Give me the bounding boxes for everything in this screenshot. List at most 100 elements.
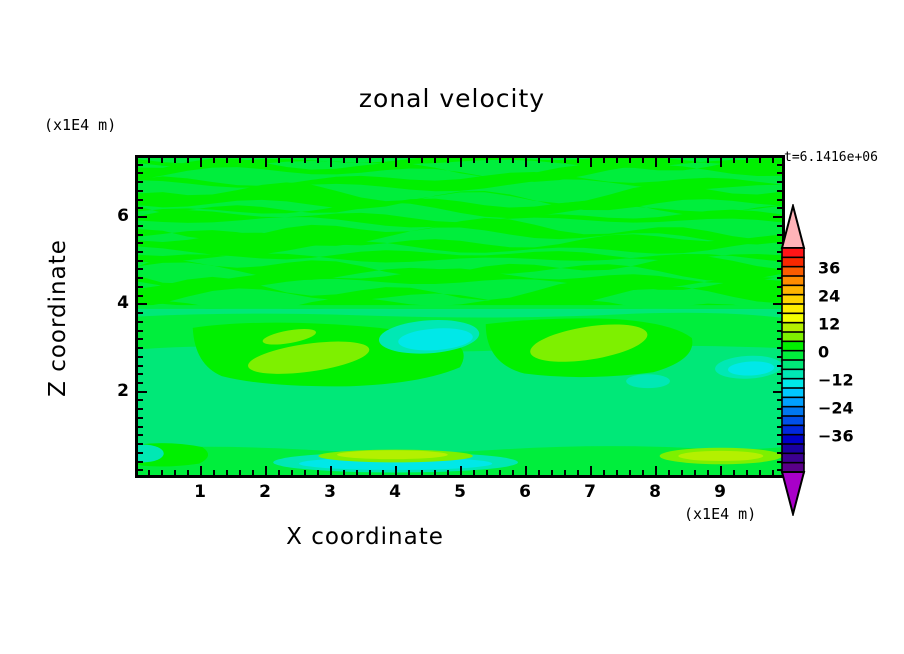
axis-tick	[138, 347, 143, 350]
colorbar-band	[781, 405, 805, 418]
axis-tick	[772, 158, 774, 163]
colorbar-band	[781, 359, 805, 371]
axis-tick	[668, 158, 670, 163]
axis-tick	[564, 158, 566, 163]
axis-tick	[777, 189, 782, 192]
axis-tick	[138, 469, 143, 472]
axis-tick	[499, 470, 501, 475]
axis-tick	[138, 233, 143, 236]
axis-tick	[138, 181, 143, 184]
axis-tick	[356, 470, 358, 475]
axis-tick	[773, 216, 782, 219]
axis-tick	[777, 268, 782, 271]
colorbar-band	[781, 284, 805, 297]
axis-tick	[486, 470, 488, 475]
axis-tick	[746, 470, 748, 475]
axis-tick	[777, 347, 782, 350]
axis-tick	[629, 158, 631, 163]
axis-tick	[138, 303, 147, 306]
axis-tick	[668, 470, 670, 475]
axis-tick	[486, 158, 488, 163]
x-tick-label: 3	[324, 482, 336, 502]
colorbar-swatches	[780, 202, 806, 518]
colorbar-band	[781, 275, 805, 287]
axis-tick	[590, 158, 592, 167]
axis-tick	[590, 466, 592, 475]
axis-tick	[161, 158, 163, 163]
axis-tick	[733, 470, 735, 475]
axis-tick	[138, 434, 143, 437]
axis-tick	[777, 198, 782, 201]
axis-tick	[304, 158, 306, 163]
colorbar-band	[781, 443, 805, 455]
axis-tick	[265, 158, 267, 167]
axis-tick	[138, 207, 143, 210]
colorbar-band	[781, 349, 805, 362]
colorbar-band	[781, 396, 805, 409]
axis-tick	[720, 158, 722, 167]
axis-tick	[694, 158, 696, 163]
axis-tick	[138, 216, 147, 219]
axis-tick	[777, 207, 782, 210]
axis-tick	[642, 470, 644, 475]
axis-tick	[473, 158, 475, 163]
axis-tick	[138, 425, 143, 428]
colorbar-tick-label: −24	[818, 398, 854, 418]
axis-tick	[460, 158, 462, 167]
colorbar-tick-label: −36	[818, 426, 854, 446]
axis-tick	[187, 470, 189, 475]
axis-tick	[777, 469, 782, 472]
axis-tick	[759, 470, 761, 475]
x-tick-label: 7	[584, 482, 596, 502]
contour-field	[138, 158, 782, 475]
axis-tick	[777, 381, 782, 384]
axis-tick	[343, 470, 345, 475]
axis-tick	[777, 294, 782, 297]
axis-tick	[603, 470, 605, 475]
axis-tick	[434, 470, 436, 475]
axis-tick	[577, 158, 579, 163]
axis-tick	[777, 224, 782, 227]
axis-tick	[777, 312, 782, 315]
axis-tick	[746, 158, 748, 163]
y-tick-label: 4	[117, 293, 129, 314]
colorbar-tick-label: 36	[818, 258, 841, 278]
colorbar	[776, 202, 814, 518]
axis-tick	[161, 470, 163, 475]
axis-tick	[777, 355, 782, 358]
colorbar-band	[781, 265, 805, 278]
axis-tick	[551, 470, 553, 475]
x-tick-label: 2	[259, 482, 271, 502]
axis-tick	[291, 470, 293, 475]
contour-plot-area	[135, 155, 785, 478]
axis-tick	[138, 373, 143, 376]
axis-tick	[460, 466, 462, 475]
axis-tick	[382, 470, 384, 475]
axis-tick	[772, 470, 774, 475]
axis-tick	[330, 158, 332, 167]
axis-tick	[138, 163, 143, 166]
axis-tick	[138, 416, 143, 419]
axis-tick	[421, 470, 423, 475]
axis-tick	[777, 425, 782, 428]
axis-tick	[720, 466, 722, 475]
axis-tick	[138, 268, 143, 271]
x-tick-label: 1	[194, 482, 206, 502]
colorbar-over-arrow	[780, 202, 806, 249]
colorbar-band	[781, 433, 805, 446]
axis-tick	[200, 466, 202, 475]
axis-tick	[291, 158, 293, 163]
axis-tick	[681, 158, 683, 163]
y-axis-title: Z coordinate	[45, 239, 71, 397]
axis-tick	[252, 158, 254, 163]
colorbar-band	[781, 340, 805, 353]
axis-tick	[138, 259, 143, 262]
axis-tick	[707, 470, 709, 475]
axis-tick	[759, 158, 761, 163]
axis-tick	[655, 466, 657, 475]
axis-tick	[138, 198, 143, 201]
chart-title: zonal velocity	[358, 84, 546, 113]
axis-tick	[777, 320, 782, 323]
axis-tick	[777, 251, 782, 254]
